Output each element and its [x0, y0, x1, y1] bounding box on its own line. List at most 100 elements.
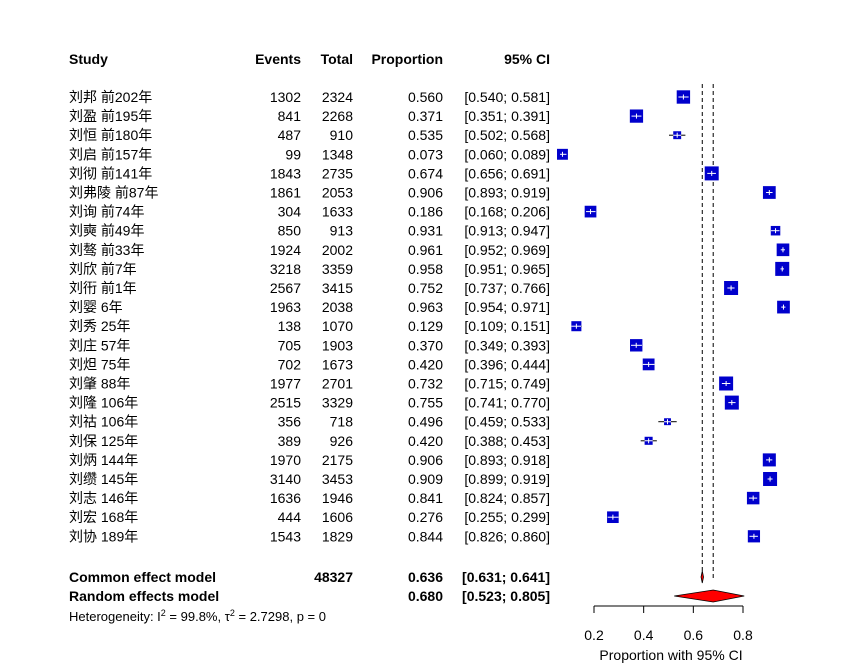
study-ci: [0.824; 0.857]	[464, 490, 550, 506]
study-events: 2515	[270, 395, 301, 411]
study-ci: [0.899; 0.919]	[464, 471, 550, 487]
study-ci: [0.255; 0.299]	[464, 509, 550, 525]
study-rows: 刘邦 前202年 1302 2324 0.560 [0.540; 0.581] 刘盈 前1…	[69, 89, 550, 544]
study-label: 刘肇 88年	[69, 376, 130, 392]
het-tau-superscript: 2	[230, 608, 235, 618]
study-proportion: 0.931	[408, 223, 443, 239]
study-proportion: 0.073	[408, 146, 443, 162]
study-label: 刘婴 6年	[69, 299, 123, 315]
common-effect-diamond	[700, 570, 704, 584]
study-total: 1070	[322, 318, 353, 334]
study-ci: [0.168; 0.206]	[464, 204, 550, 220]
study-proportion: 0.958	[408, 261, 443, 277]
study-total: 1946	[322, 490, 353, 506]
study-events: 389	[278, 433, 302, 449]
study-proportion: 0.370	[408, 337, 443, 353]
plot-area	[557, 84, 790, 603]
summary-rows: Common effect model 48327 0.636 [0.631; …	[69, 569, 550, 624]
study-total: 2701	[322, 376, 353, 392]
study-total: 910	[330, 127, 354, 143]
study-label: 刘奭 前49年	[69, 223, 144, 239]
study-total: 1606	[322, 509, 353, 525]
column-headers: Study Events Total Proportion 95% CI	[69, 51, 550, 67]
study-label: 刘恒 前180年	[69, 127, 152, 143]
het-i2-symbol: I	[157, 609, 161, 624]
study-proportion: 0.906	[408, 452, 443, 468]
study-label: 刘衎 前1年	[69, 280, 137, 296]
study-label: 刘询 前74年	[69, 204, 144, 220]
study-ci: [0.737; 0.766]	[464, 280, 550, 296]
study-events: 841	[278, 108, 302, 124]
study-events: 99	[285, 146, 301, 162]
study-total: 2324	[322, 89, 353, 105]
random-effect-diamond	[674, 589, 745, 603]
study-total: 2735	[322, 165, 353, 181]
random-ci: [0.523; 0.805]	[462, 588, 550, 604]
study-proportion: 0.755	[408, 395, 443, 411]
study-total: 2002	[322, 242, 353, 258]
x-axis-tick-label: 0.8	[733, 627, 753, 643]
header-total: Total	[321, 51, 353, 67]
x-axis-label: Proportion with 95% CI	[599, 647, 742, 663]
study-ci: [0.540; 0.581]	[464, 89, 550, 105]
study-label: 刘骜 前33年	[69, 242, 144, 258]
study-label: 刘启 前157年	[69, 146, 152, 162]
study-label: 刘志 146年	[69, 490, 138, 506]
study-label: 刘欣 前7年	[69, 261, 137, 277]
study-proportion: 0.844	[408, 528, 443, 544]
study-proportion: 0.906	[408, 185, 443, 201]
header-proportion: Proportion	[371, 51, 443, 67]
study-events: 138	[278, 318, 302, 334]
study-proportion: 0.963	[408, 299, 443, 315]
study-total: 1633	[322, 204, 353, 220]
het-i2-value: = 99.8%,	[166, 609, 225, 624]
study-events: 1543	[270, 528, 301, 544]
study-events: 1924	[270, 242, 301, 258]
het-tau-value: = 2.7298,	[235, 609, 297, 624]
study-ci: [0.954; 0.971]	[464, 299, 550, 315]
study-events: 2567	[270, 280, 301, 296]
study-ci: [0.893; 0.919]	[464, 185, 550, 201]
study-total: 3329	[322, 395, 353, 411]
study-events: 487	[278, 127, 302, 143]
study-proportion: 0.732	[408, 376, 443, 392]
header-ci: 95% CI	[504, 51, 550, 67]
study-ci: [0.656; 0.691]	[464, 165, 550, 181]
study-total: 3359	[322, 261, 353, 277]
study-proportion: 0.420	[408, 433, 443, 449]
study-label: 刘协 189年	[69, 528, 138, 544]
study-ci: [0.952; 0.969]	[464, 242, 550, 258]
study-ci: [0.459; 0.533]	[464, 414, 550, 430]
study-events: 1302	[270, 89, 301, 105]
study-label: 刘秀 25年	[69, 318, 130, 334]
study-proportion: 0.841	[408, 490, 443, 506]
study-ci: [0.502; 0.568]	[464, 127, 550, 143]
study-label: 刘缵 145年	[69, 471, 138, 487]
study-ci: [0.109; 0.151]	[464, 318, 550, 334]
study-label: 刘炟 75年	[69, 356, 130, 372]
het-i2-superscript: 2	[161, 608, 166, 618]
study-ci: [0.351; 0.391]	[464, 108, 550, 124]
study-proportion: 0.560	[408, 89, 443, 105]
study-events: 304	[278, 204, 302, 220]
study-proportion: 0.129	[408, 318, 443, 334]
study-label: 刘庄 57年	[69, 337, 130, 353]
x-axis-tick-label: 0.2	[584, 627, 604, 643]
het-p-symbol: p	[297, 609, 304, 624]
study-label: 刘炳 144年	[69, 452, 138, 468]
random-label: Random effects model	[69, 588, 219, 604]
heterogeneity-text: Heterogeneity: I2 = 99.8%, τ2 = 2.7298, …	[69, 608, 326, 624]
header-study: Study	[69, 51, 108, 67]
study-ci: [0.349; 0.393]	[464, 337, 550, 353]
study-events: 702	[278, 356, 302, 372]
study-events: 444	[278, 509, 302, 525]
study-ci: [0.913; 0.947]	[464, 223, 550, 239]
study-events: 850	[278, 223, 302, 239]
study-events: 356	[278, 414, 302, 430]
het-prefix: Heterogeneity:	[69, 609, 157, 624]
study-total: 2268	[322, 108, 353, 124]
header-events: Events	[255, 51, 301, 67]
study-total: 718	[330, 414, 354, 430]
study-events: 1977	[270, 376, 301, 392]
